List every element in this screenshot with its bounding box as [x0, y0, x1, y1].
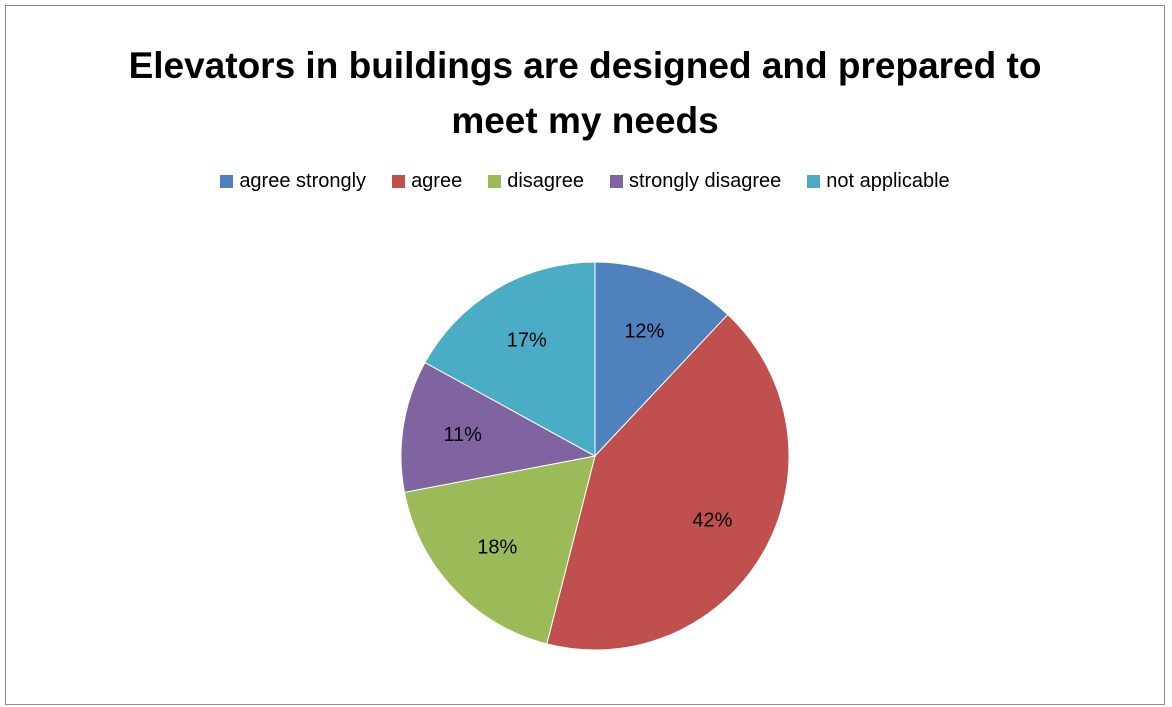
chart-area: Elevators in buildings are designed and …: [5, 5, 1165, 705]
legend-swatch: [392, 175, 406, 188]
chart-legend: agree strongly agree disagree strongly d…: [6, 170, 1164, 193]
chart-title: Elevators in buildings are designed and …: [6, 38, 1164, 148]
pie-plot: 12% 42% 18% 11% 17%: [400, 261, 790, 651]
legend-swatch: [609, 175, 623, 188]
pie-slice-not-applicable: [424, 261, 596, 457]
legend-item-strongly-disagree: strongly disagree: [609, 170, 782, 193]
data-label-strongly-disagree: 11%: [443, 424, 482, 446]
pie-slice-agree: [546, 313, 790, 651]
data-label-disagree: 18%: [477, 537, 517, 559]
chart-title-line-2: meet my needs: [451, 100, 719, 141]
legend-swatch: [220, 175, 234, 188]
data-label-agree: 42%: [692, 510, 732, 532]
legend-item-not-applicable: not applicable: [807, 170, 950, 193]
data-label-agree-strongly: 12%: [624, 320, 664, 342]
legend-label: disagree: [507, 170, 584, 192]
legend-item-disagree: disagree: [488, 170, 584, 193]
legend-item-agree-strongly: agree strongly: [220, 170, 366, 193]
legend-label: agree strongly: [239, 170, 367, 192]
chart-title-line-1: Elevators in buildings are designed and …: [128, 45, 1042, 86]
legend-label: agree: [411, 170, 463, 192]
pie-slice-disagree: [403, 455, 596, 645]
pie-slice-agree-strongly: [594, 261, 729, 458]
legend-label: strongly disagree: [628, 170, 782, 192]
legend-item-agree: agree: [392, 170, 462, 193]
data-label-not-applicable: 17%: [507, 330, 547, 352]
legend-label: not applicable: [826, 170, 950, 192]
pie-slice-strongly-disagree: [400, 361, 597, 493]
legend-swatch: [807, 175, 821, 188]
legend-swatch: [488, 175, 502, 188]
